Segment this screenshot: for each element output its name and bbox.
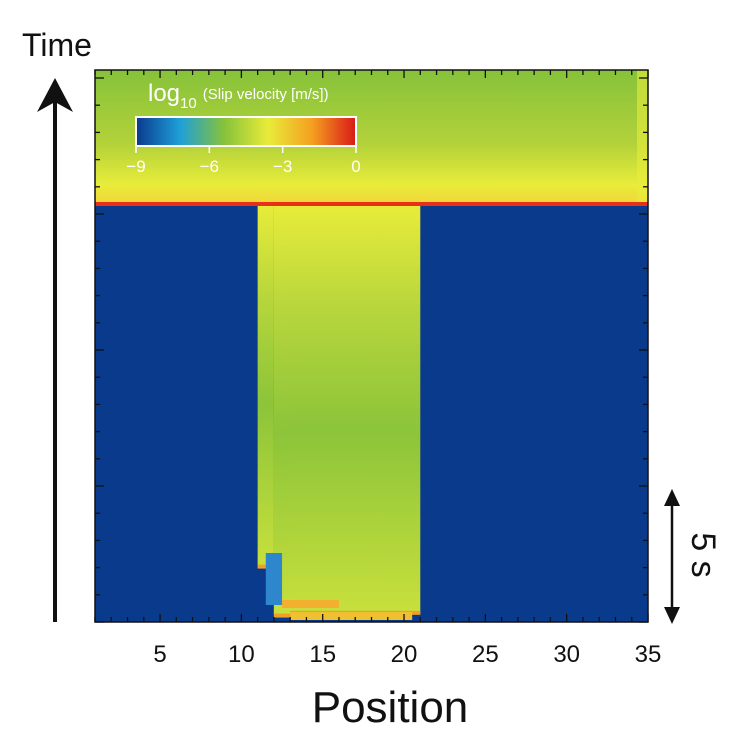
slip-column	[257, 205, 274, 568]
slip-column	[273, 205, 291, 617]
time-scale-bar	[664, 489, 680, 624]
x-axis-title: Position	[312, 683, 469, 732]
x-tick-label: 15	[309, 641, 336, 668]
colorbar-title: log10(Slip velocity [m/s])	[148, 80, 329, 112]
nucleation-patch	[265, 553, 283, 605]
nucleation-base	[290, 612, 413, 620]
colorbar-tick-label: 0	[351, 157, 360, 176]
slip-column-tip	[273, 613, 291, 618]
nucleation-front	[282, 600, 339, 608]
time-scale-label: 5 s	[684, 532, 722, 577]
right-edge-strip	[637, 70, 648, 205]
colorbar-tick-label: −3	[273, 157, 292, 176]
colorbar-ticks: −9 −6 −3 0	[126, 146, 361, 176]
colorbar: log10(Slip velocity [m/s]) −9 −6 −3 0	[126, 80, 360, 176]
axes: 5 10 15 20 25 30 35	[94, 69, 662, 668]
heatmap-plot-area	[95, 70, 648, 622]
x-tick-label: 10	[228, 641, 255, 668]
x-tick-label: 30	[553, 641, 580, 668]
colorbar-tick-label: −6	[200, 157, 219, 176]
time-arrow	[37, 78, 73, 622]
x-tick-label: 20	[391, 641, 418, 668]
colorbar-gradient	[135, 116, 357, 147]
colorbar-tick-label: −9	[126, 157, 145, 176]
slip-column	[273, 205, 421, 614]
x-tick-label: 35	[635, 641, 662, 668]
x-tick-label: 25	[472, 641, 499, 668]
rupture-front	[95, 202, 648, 206]
x-tick-label: 5	[153, 641, 166, 668]
time-axis-title: Time	[22, 27, 92, 63]
